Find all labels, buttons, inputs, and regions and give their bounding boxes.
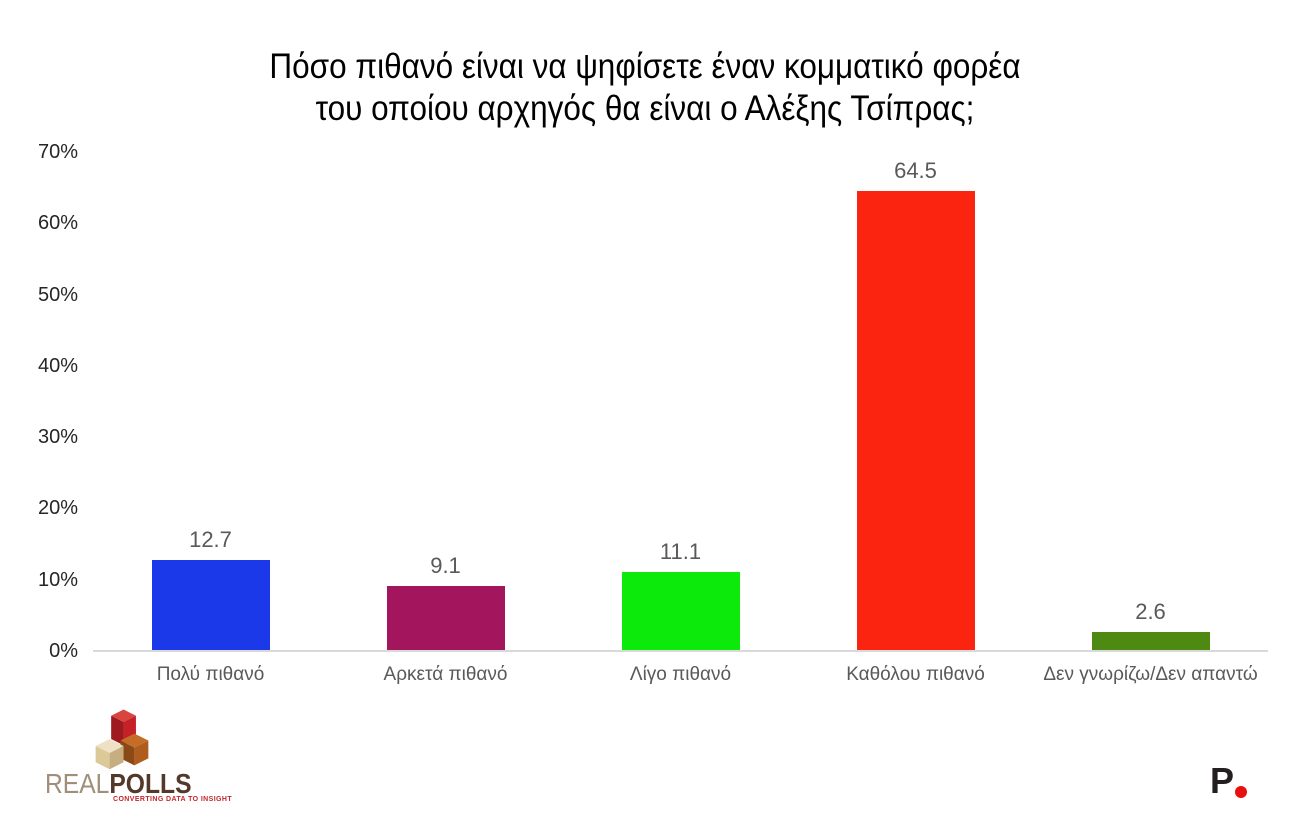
y-axis-tick-label: 10% [37, 568, 78, 591]
bar-value-label: 11.1 [659, 538, 702, 564]
bar-1 [151, 560, 270, 651]
chart-title-line-1: Πόσο πιθανό είναι να ψηφίσετε έναν κομμα… [269, 47, 1021, 86]
p-logo-letter: P [1210, 760, 1235, 801]
x-category-label: Δεν γνωρίζω/Δεν απαντώ [1043, 664, 1258, 685]
bar-value-label: 2.6 [1135, 599, 1166, 625]
y-axis-tick-label: 50% [37, 283, 78, 306]
chart-title-line-2: του οποίου αρχηγός θα είναι ο Αλέξης Τσί… [315, 89, 975, 128]
y-axis-tick-label: 20% [37, 497, 78, 520]
realpolls-logo: REALPOLLS CONVERTING DATA TO INSIGHT [45, 708, 232, 808]
bar-value-label: 12.7 [189, 527, 232, 553]
bar-4 [856, 191, 975, 651]
y-axis-tick-label: 30% [37, 426, 78, 449]
realpolls-text-light: REAL [45, 768, 110, 799]
x-category-label: Πολύ πιθανό [156, 664, 265, 685]
realpolls-wordmark: REALPOLLS [45, 768, 192, 800]
bar-value-label: 64.5 [894, 158, 937, 184]
p-logo: P [1210, 762, 1260, 804]
realpolls-tagline: CONVERTING DATA TO INSIGHT [113, 796, 233, 803]
bar-value-label: 9.1 [430, 553, 461, 579]
p-logo-dot-icon [1235, 786, 1247, 798]
bar-5 [1091, 632, 1210, 651]
realpolls-text-bold: POLLS [109, 768, 192, 799]
x-axis-line [93, 650, 1268, 652]
y-axis-tick-label: 40% [37, 354, 78, 377]
bar-2 [386, 586, 505, 651]
y-axis-tick-label: 70% [37, 141, 78, 163]
y-axis-tick-label: 0% [49, 640, 78, 662]
bar-3 [621, 571, 740, 651]
realpolls-cubes-icon [95, 709, 149, 770]
chart-title: Πόσο πιθανό είναι να ψηφίσετε έναν κομμα… [65, 46, 1226, 130]
y-axis-tick-label: 60% [37, 212, 78, 235]
x-category-label: Καθόλου πιθανό [846, 664, 985, 685]
x-category-label: Λίγο πιθανό [629, 664, 732, 685]
x-category-label: Αρκετά πιθανό [383, 664, 508, 685]
